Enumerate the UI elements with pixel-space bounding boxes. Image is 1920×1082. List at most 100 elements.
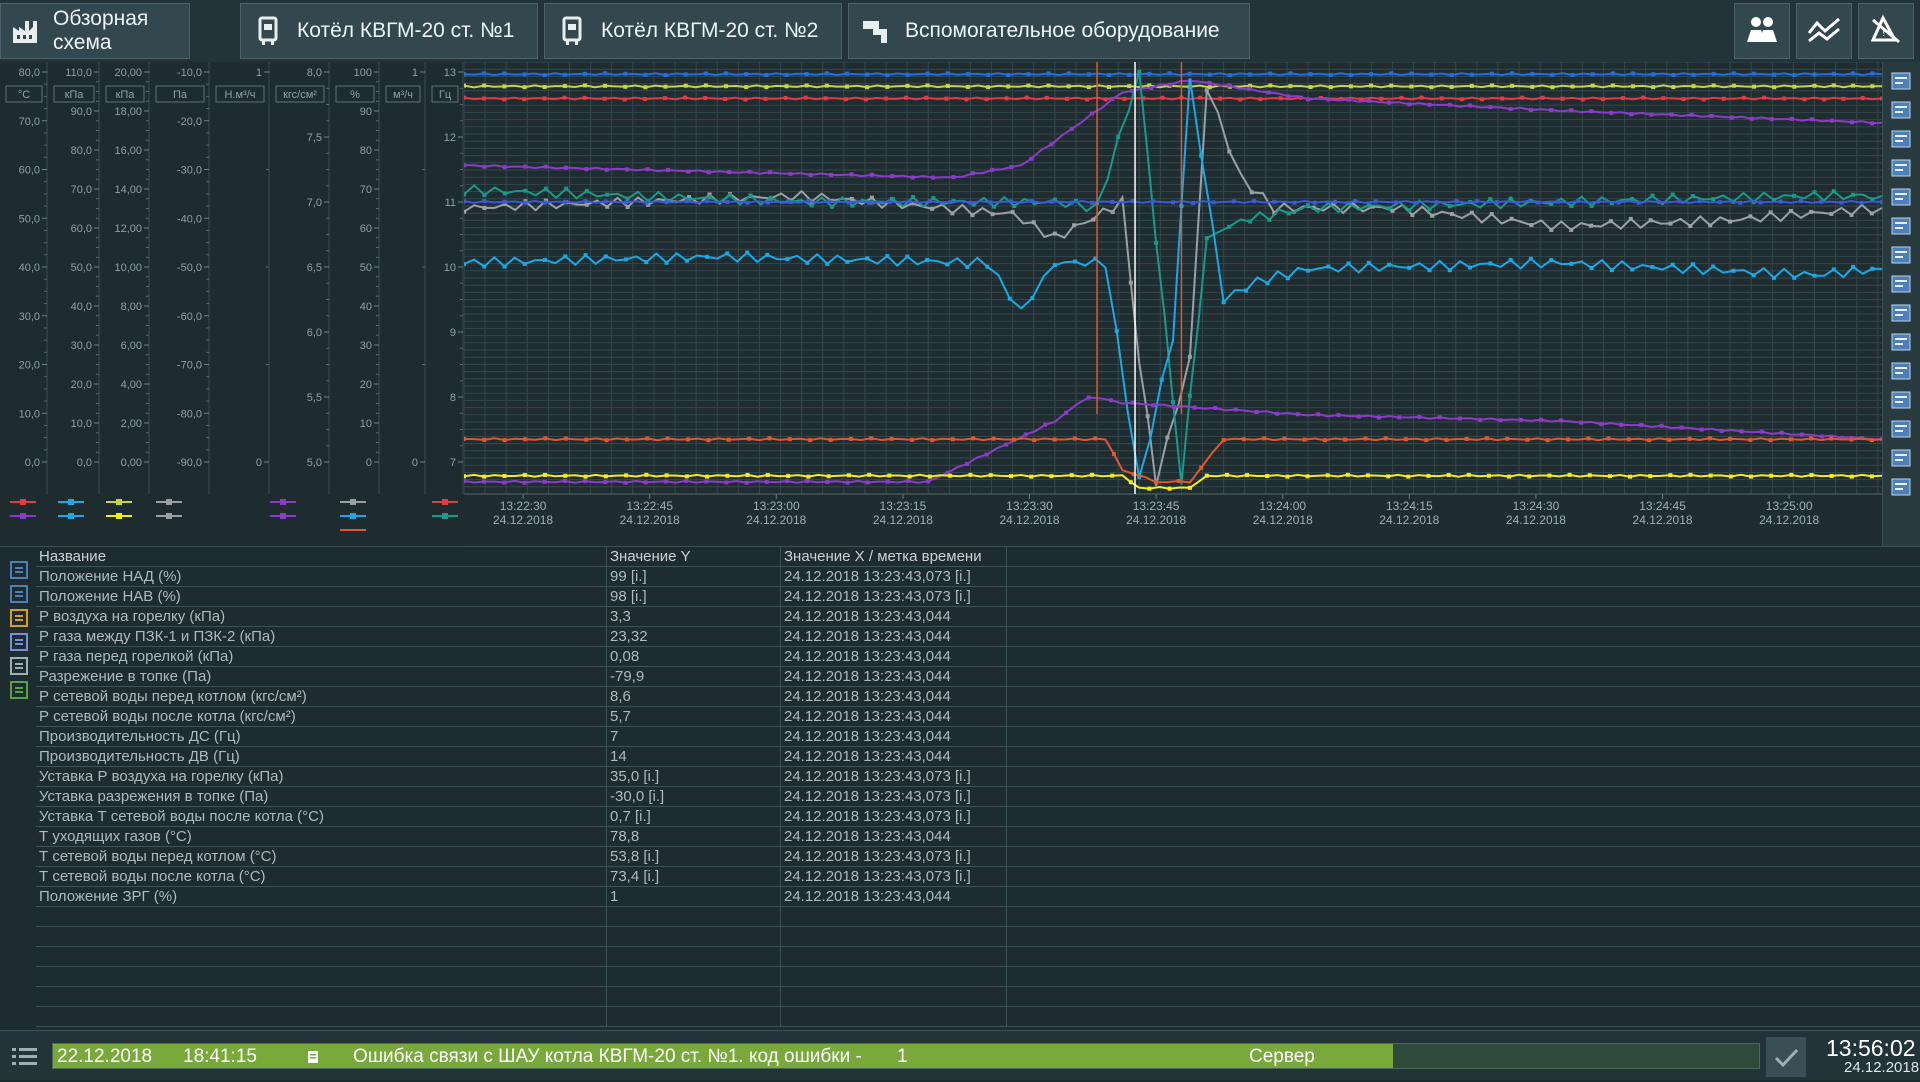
- axis-tick-label: 9: [450, 327, 456, 339]
- operators-button[interactable]: [1734, 3, 1790, 59]
- function-icon[interactable]: [8, 631, 30, 653]
- table-row[interactable]: [36, 927, 1920, 947]
- legend-swatch: [270, 513, 296, 519]
- table-row[interactable]: Положение НАВ (%) 98 [i.] 24.12.2018 13:23…: [36, 587, 1920, 607]
- axis-tick-label: 6,5: [307, 262, 322, 274]
- status-bar: 22.12.2018 18:41:15 Ошибка связи с ШАУ к…: [0, 1030, 1920, 1080]
- print-icon[interactable]: [1889, 418, 1913, 440]
- series-line: [464, 199, 1882, 205]
- zoom-out-icon[interactable]: [1889, 186, 1913, 208]
- fit-icon[interactable]: [1889, 244, 1913, 266]
- axis-tick-label: 10: [360, 418, 372, 430]
- table-cell: 5,7: [607, 707, 781, 727]
- table-row[interactable]: [36, 947, 1920, 967]
- table-row[interactable]: Т сетевой воды после котла (°C) 73,4 [i.]…: [36, 867, 1920, 887]
- x-tick-time: 13:23:45: [1133, 499, 1180, 513]
- table-row[interactable]: [36, 967, 1920, 987]
- table-row[interactable]: [36, 907, 1920, 927]
- table-cell: [607, 987, 781, 1007]
- table-row[interactable]: [36, 1007, 1920, 1027]
- axis-tick-label: 8: [450, 392, 456, 404]
- table-row[interactable]: Р сетевой воды после котла (кгс/см²) 5,7 2…: [36, 707, 1920, 727]
- x-tick-time: 13:23:15: [880, 499, 927, 513]
- table-cell: 53,8 [i.]: [607, 847, 781, 867]
- x-tick-date: 24.12.2018: [746, 513, 806, 527]
- acknowledge-button[interactable]: [1766, 1037, 1806, 1077]
- table-cell: Разрежение в топке (Па): [36, 667, 607, 687]
- axis-unit: кПа: [65, 89, 85, 101]
- table-cell: 1: [607, 887, 781, 907]
- export-icon[interactable]: [1889, 331, 1913, 353]
- axis-tick-label: -50,0: [177, 262, 202, 274]
- alarm-message-bar[interactable]: 22.12.2018 18:41:15 Ошибка связи с ШАУ к…: [52, 1043, 1760, 1069]
- table-cell: [36, 907, 607, 927]
- table-row[interactable]: Р газа перед горелкой (кПа) 0,08 24.12.201…: [36, 647, 1920, 667]
- alarm-code: 1: [897, 1046, 908, 1067]
- tab-auxiliary-equipment[interactable]: Вспомогательное оборудование: [848, 3, 1250, 59]
- table-row[interactable]: Т уходящих газов (°C) 78,8 24.12.2018 13:2…: [36, 827, 1920, 847]
- grid-icon[interactable]: [1889, 273, 1913, 295]
- table-row[interactable]: Производительность ДС (Гц) 7 24.12.2018 13…: [36, 727, 1920, 747]
- axis-tick-label: 20: [360, 379, 372, 391]
- table-cell: 7: [607, 727, 781, 747]
- table-row[interactable]: Уставка Р воздуха на горелку (кПа) 35,0 […: [36, 767, 1920, 787]
- zoom-in-icon[interactable]: [1889, 157, 1913, 179]
- x-tick-date: 24.12.2018: [999, 513, 1059, 527]
- table-row[interactable]: Положение НАД (%) 99 [i.] 24.12.2018 13:23…: [36, 567, 1920, 587]
- table-row[interactable]: Р сетевой воды перед котлом (кгс/см²) 8,6…: [36, 687, 1920, 707]
- tab-overview-scheme[interactable]: Обзорная схема: [0, 3, 190, 59]
- alarm-ack-button[interactable]: !: [1858, 3, 1914, 59]
- alarm-list-button[interactable]: [10, 1043, 40, 1071]
- table-row[interactable]: Т сетевой воды перед котлом (°C) 53,8 [i.…: [36, 847, 1920, 867]
- axis-tick-label: 16,00: [114, 145, 142, 157]
- axis-tick-label: 4,00: [121, 379, 142, 391]
- table-cell: Р сетевой воды после котла (кгс/см²): [36, 707, 607, 727]
- checkmark-icon: [1766, 1048, 1806, 1081]
- axis-tick-label: 6,0: [307, 327, 322, 339]
- tab-boiler-2[interactable]: Котёл КВГМ-20 ст. №2: [544, 3, 842, 59]
- clock-icon[interactable]: [1889, 302, 1913, 324]
- table-row[interactable]: Положение ЗРГ (%) 1 24.12.2018 13:23:43,04…: [36, 887, 1920, 907]
- table-row[interactable]: [36, 987, 1920, 1007]
- pause-icon[interactable]: [1889, 389, 1913, 411]
- table-cell: 24.12.2018 13:23:43,044: [781, 647, 1007, 667]
- table-cell: [607, 1007, 781, 1027]
- table-row[interactable]: Уставка Т сетевой воды после котла (°C) 0…: [36, 807, 1920, 827]
- import-icon[interactable]: [1889, 360, 1913, 382]
- document-icon: [307, 1050, 319, 1069]
- table-cell: [781, 1007, 1007, 1027]
- ruler-icon[interactable]: [1889, 215, 1913, 237]
- legend-swatch: [432, 513, 458, 519]
- x-tick-date: 24.12.2018: [1633, 513, 1693, 527]
- forward-icon[interactable]: [1889, 128, 1913, 150]
- table-cell: [36, 927, 607, 947]
- table-settings-icon[interactable]: [8, 559, 30, 581]
- values-table-panel: Название Значение Y Значение X / метка вре…: [0, 546, 1920, 1030]
- table-cell: 24.12.2018 13:23:43,073 [i.]: [781, 847, 1007, 867]
- alarm-message: Ошибка связи с ШАУ котла КВГМ-20 ст. №1.…: [353, 1046, 862, 1067]
- table-row[interactable]: Р воздуха на горелку (кПа) 3,3 24.12.2018 …: [36, 607, 1920, 627]
- table-cell: 24.12.2018 13:23:43,073 [i.]: [781, 567, 1007, 587]
- trend-button[interactable]: [1796, 3, 1852, 59]
- print-icon[interactable]: [8, 655, 30, 677]
- boiler-icon: [251, 14, 285, 48]
- table-row[interactable]: Производительность ДВ (Гц) 14 24.12.2018 1…: [36, 747, 1920, 767]
- bracket-icon[interactable]: [8, 607, 30, 629]
- legend-swatch: [156, 513, 182, 519]
- tab-boiler-1[interactable]: Котёл КВГМ-20 ст. №1: [240, 3, 538, 59]
- table-cell: [781, 987, 1007, 1007]
- table-row[interactable]: Уставка разрежения в топке (Па) -30,0 [i.…: [36, 787, 1920, 807]
- table-cell: 24.12.2018 13:23:43,044: [781, 707, 1007, 727]
- table-row[interactable]: Р газа между ПЗК-1 и ПЗК-2 (кПа) 23,32 24.…: [36, 627, 1920, 647]
- plot-area[interactable]: 13:22:3024.12.201813:22:4524.12.201813:2…: [464, 62, 1882, 546]
- refresh-icon[interactable]: [1889, 447, 1913, 469]
- calendar-icon[interactable]: [1889, 70, 1913, 92]
- axis-tick-label: 40,0: [71, 301, 92, 313]
- axis-tick-label: 6,00: [121, 340, 142, 352]
- refresh-icon[interactable]: [8, 679, 30, 701]
- axis-tick-label: 0,0: [25, 457, 40, 469]
- settings-icon[interactable]: [1889, 476, 1913, 498]
- rewind-icon[interactable]: [1889, 99, 1913, 121]
- transfer-icon[interactable]: [8, 583, 30, 605]
- table-row[interactable]: Разрежение в топке (Па) -79,9 24.12.2018 1…: [36, 667, 1920, 687]
